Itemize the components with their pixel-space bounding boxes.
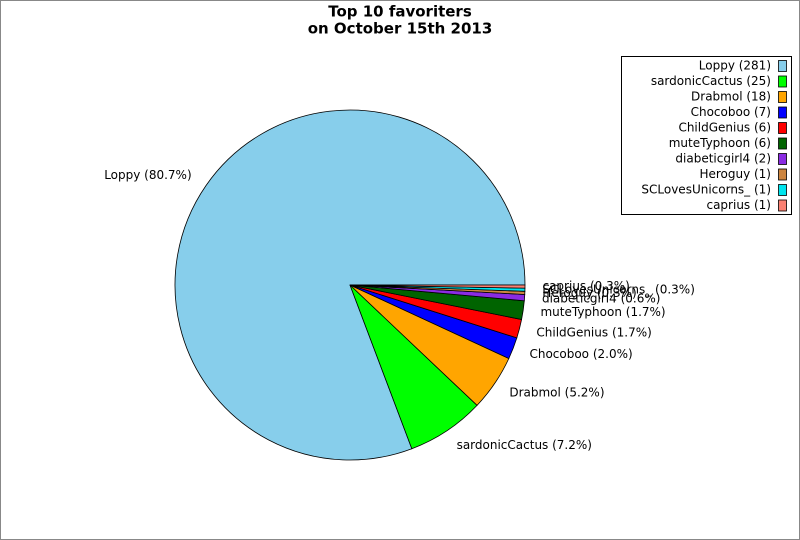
- legend-swatch: [778, 122, 787, 134]
- pie-slice: [349, 284, 526, 289]
- slice-label: diabeticgirl4 (0.6%): [542, 291, 660, 305]
- legend-swatch: [778, 153, 787, 165]
- legend-label: muteTyphoon (6): [669, 136, 771, 150]
- slice-label: Drabmol (5.2%): [509, 386, 604, 400]
- chart-title: Top 10 favoriters: [328, 3, 472, 21]
- legend-swatch: [778, 199, 787, 212]
- legend-swatch: [778, 184, 787, 196]
- slice-label: SCLovesUnicorns_ (0.3%): [542, 283, 694, 297]
- legend-swatch: [778, 75, 787, 88]
- legend-swatch: [778, 106, 787, 119]
- slice-label: muteTyphoon (1.7%): [540, 305, 665, 319]
- legend-label: Heroguy (1): [699, 167, 771, 181]
- legend-label: Loppy (281): [699, 59, 771, 73]
- legend-swatch: [778, 60, 787, 72]
- legend-label: sardonicCactus (25): [651, 74, 771, 88]
- legend-label: SCLovesUnicorns_ (1): [641, 183, 771, 197]
- legend-swatch: [778, 137, 787, 150]
- slice-label: sardonicCactus (7.2%): [457, 438, 592, 452]
- slice-label: caprius (0.3%): [542, 279, 629, 293]
- legend-label: caprius (1): [706, 198, 771, 212]
- legend-label: Drabmol (18): [691, 90, 771, 104]
- slice-label: Heroguy (0.3%): [542, 286, 636, 300]
- slice-label: Loppy (80.7%): [104, 168, 191, 182]
- legend-label: ChildGenius (6): [678, 121, 771, 135]
- legend-label: diabeticgirl4 (2): [675, 152, 771, 166]
- legend-box: [621, 56, 792, 215]
- legend-label: Chocoboo (7): [691, 105, 771, 119]
- legend-swatch: [778, 91, 787, 103]
- slice-label: Chocoboo (2.0%): [529, 347, 632, 361]
- slice-label: ChildGenius (1.7%): [536, 326, 651, 340]
- legend-swatch: [778, 168, 787, 181]
- chart-subtitle: on October 15th 2013: [308, 20, 493, 38]
